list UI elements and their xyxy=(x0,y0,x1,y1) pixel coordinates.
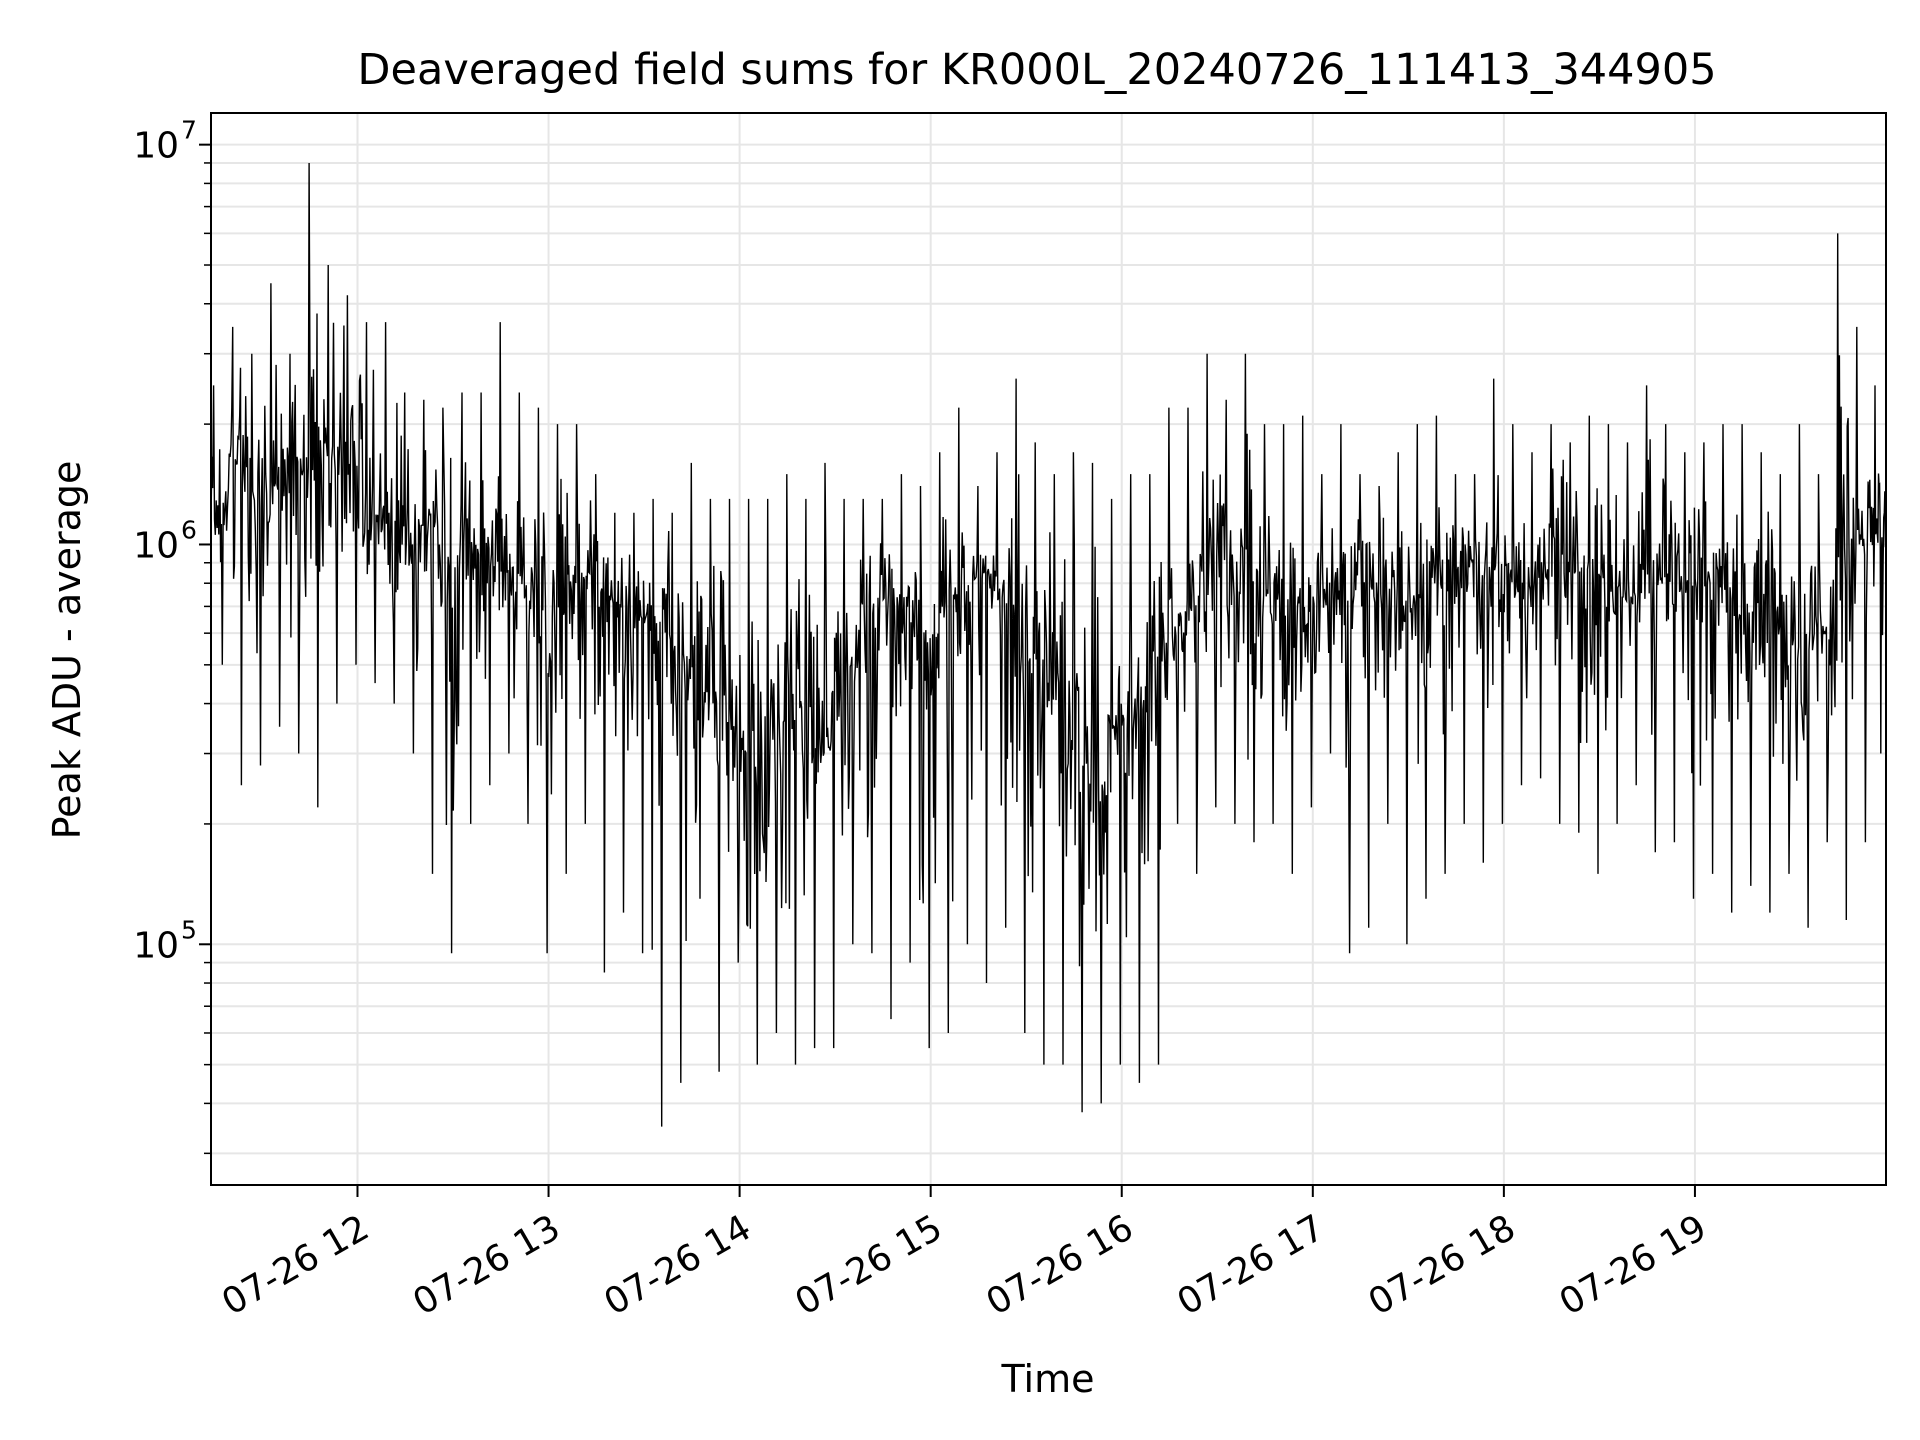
y-tick-exponent: 5 xyxy=(181,915,197,944)
y-tick-exponent: 6 xyxy=(181,515,197,544)
series-line xyxy=(210,162,1887,1127)
y-tick-label: 10 xyxy=(133,126,179,167)
plot-frame xyxy=(210,112,1887,1186)
data-series xyxy=(210,162,1887,1127)
y-axis-label: Peak ADU - average xyxy=(45,461,89,840)
y-tick-label: 10 xyxy=(133,525,179,566)
x-axis-label: Time xyxy=(1001,1357,1095,1401)
y-tick-label: 10 xyxy=(133,925,179,966)
chart-title: Deaveraged field sums for KR000L_2024072… xyxy=(357,45,1716,95)
y-tick-exponent: 7 xyxy=(181,116,197,145)
